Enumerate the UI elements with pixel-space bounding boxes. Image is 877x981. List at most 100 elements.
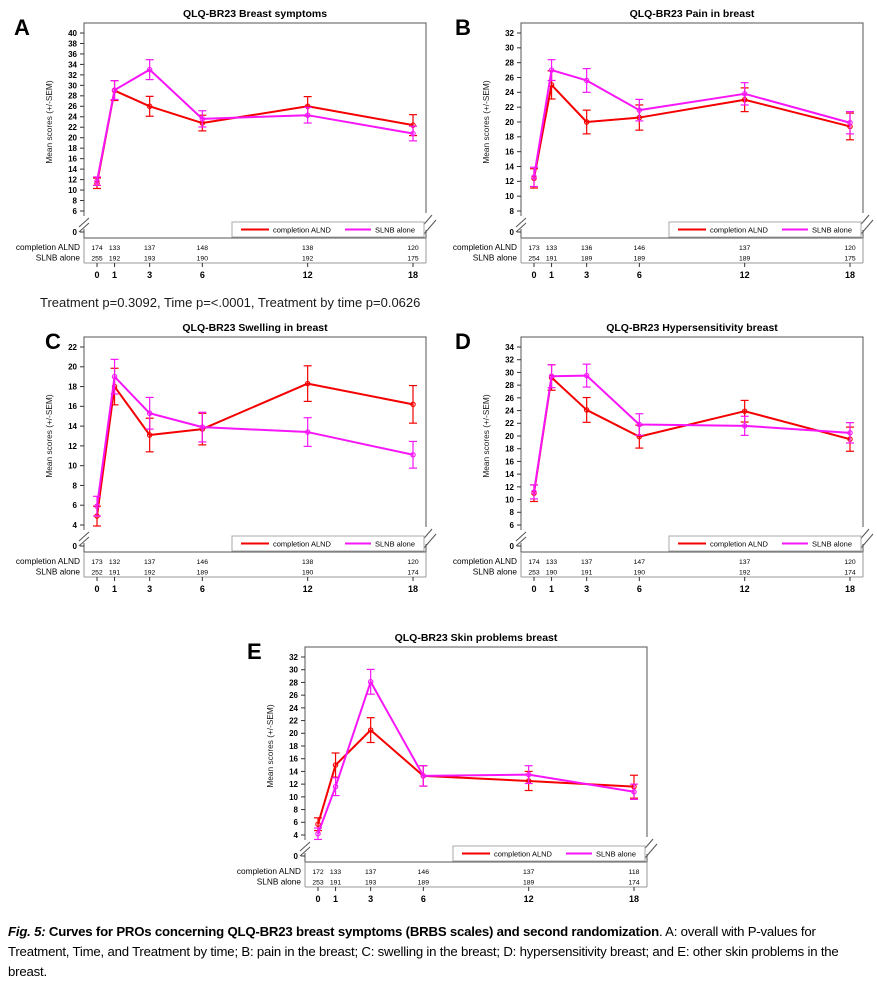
svg-text:8: 8 — [73, 196, 78, 205]
svg-text:18: 18 — [845, 270, 855, 280]
legend-label-completion-alnd: completion ALND — [494, 849, 553, 858]
panel-b-letter: B — [455, 15, 471, 40]
caption-fig-label: Fig. 5: — [8, 924, 49, 939]
panel-b-pain-in-breast: B QLQ-BR23 Pain in breast 8 10 12 14 16 18 20 22 2… — [437, 1, 874, 283]
at-risk-count: 174 — [528, 559, 540, 566]
at-risk-count: 133 — [546, 245, 558, 252]
panel-a-title: QLQ-BR23 Breast symptoms — [183, 8, 327, 20]
at-risk-row-label-slnb: SLNB alone — [257, 877, 302, 887]
y-axis-label: Mean scores (+/-SEM) — [481, 394, 491, 477]
at-risk-count: 253 — [528, 570, 540, 577]
svg-text:12: 12 — [303, 584, 313, 594]
at-risk-row-label-alnd: completion ALND — [16, 242, 80, 252]
series-slnb-alone — [314, 668, 638, 841]
svg-text:36: 36 — [68, 50, 77, 59]
at-risk-count: 137 — [739, 559, 751, 566]
svg-text:30: 30 — [505, 368, 514, 377]
at-risk-count: 255 — [91, 256, 103, 263]
at-risk-count: 148 — [197, 245, 209, 252]
at-risk-count: 173 — [91, 559, 103, 566]
at-risk-count: 118 — [629, 869, 640, 876]
svg-text:16: 16 — [68, 402, 77, 411]
at-risk-row-label-alnd: completion ALND — [453, 242, 517, 252]
svg-text:8: 8 — [73, 481, 78, 490]
y-axis: 8 10 12 14 16 18 20 22 24 26 28 30 32 0 — [505, 29, 521, 237]
svg-text:14: 14 — [289, 767, 298, 776]
legend: completion ALND SLNB alone — [668, 535, 862, 552]
legend-label-slnb-alone: SLNB alone — [375, 539, 415, 548]
panel-e-title: QLQ-BR23 Skin problems breast — [395, 632, 558, 644]
at-risk-count: 190 — [634, 570, 646, 577]
at-risk-count: 174 — [407, 570, 419, 577]
at-risk-row-label-alnd: completion ALND — [237, 866, 301, 876]
at-risk-table: completion ALND 173 132 137 146 138 120 SLNB al… — [16, 552, 427, 578]
svg-text:18: 18 — [845, 584, 855, 594]
legend-label-completion-alnd: completion ALND — [273, 225, 332, 234]
plot-frame — [83, 336, 427, 553]
svg-text:12: 12 — [505, 177, 514, 186]
at-risk-count: 190 — [546, 570, 558, 577]
at-risk-count: 138 — [302, 559, 314, 566]
at-risk-count: 120 — [407, 559, 419, 566]
series-slnb-alone — [530, 59, 854, 188]
panel-e-skin-problems-breast: E QLQ-BR23 Skin problems breast 4 6 8 10 12 14 1… — [221, 625, 658, 907]
at-risk-count: 137 — [739, 245, 751, 252]
pvalue-note: Treatment p=0.3092, Time p=<.0001, Treat… — [40, 295, 421, 310]
at-risk-count: 175 — [407, 256, 419, 263]
svg-text:28: 28 — [505, 59, 514, 68]
svg-text:0: 0 — [94, 584, 99, 594]
panel-d-letter: D — [455, 329, 471, 354]
svg-text:1: 1 — [549, 270, 554, 280]
plot-frame — [520, 336, 864, 553]
at-risk-count: 137 — [144, 245, 156, 252]
series-completion-alnd — [530, 70, 854, 189]
legend: completion ALND SLNB alone — [452, 845, 646, 862]
at-risk-count: 189 — [197, 570, 209, 577]
y-axis-label: Mean scores (+/-SEM) — [265, 704, 275, 787]
svg-text:22: 22 — [68, 343, 77, 352]
svg-text:12: 12 — [68, 442, 77, 451]
svg-text:1: 1 — [549, 584, 554, 594]
legend: completion ALND SLNB alone — [668, 221, 862, 238]
at-risk-count: 193 — [144, 256, 156, 263]
svg-text:16: 16 — [505, 148, 514, 157]
at-risk-table: completion ALND 173 133 136 146 137 120 SLNB al… — [453, 238, 864, 264]
svg-text:34: 34 — [505, 343, 514, 352]
svg-text:30: 30 — [289, 666, 298, 675]
svg-text:30: 30 — [505, 44, 514, 53]
at-risk-count: 252 — [91, 570, 103, 577]
svg-text:12: 12 — [505, 483, 514, 492]
svg-text:14: 14 — [505, 162, 514, 171]
svg-text:4: 4 — [73, 521, 78, 530]
svg-text:6: 6 — [637, 270, 642, 280]
at-risk-count: 175 — [844, 256, 856, 263]
svg-text:18: 18 — [68, 382, 77, 391]
at-risk-count: 137 — [523, 869, 535, 876]
svg-text:1: 1 — [112, 270, 117, 280]
svg-text:0: 0 — [531, 270, 536, 280]
svg-text:20: 20 — [289, 729, 298, 738]
at-risk-count: 137 — [581, 559, 593, 566]
legend-label-completion-alnd: completion ALND — [710, 539, 769, 548]
series-completion-alnd — [93, 80, 417, 190]
at-risk-count: 174 — [844, 570, 856, 577]
svg-text:18: 18 — [629, 894, 639, 904]
at-risk-row-label-alnd: completion ALND — [16, 556, 80, 566]
svg-text:22: 22 — [68, 123, 77, 132]
panel-a-letter: A — [14, 15, 30, 40]
svg-text:24: 24 — [289, 704, 298, 713]
at-risk-count: 191 — [581, 570, 593, 577]
x-axis: 0 1 3 6 12 18 — [531, 263, 855, 280]
svg-text:22: 22 — [505, 419, 514, 428]
at-risk-count: 133 — [109, 245, 121, 252]
svg-text:10: 10 — [505, 495, 514, 504]
svg-text:0: 0 — [73, 542, 78, 551]
svg-text:0: 0 — [294, 852, 299, 861]
legend: completion ALND SLNB alone — [231, 535, 425, 552]
at-risk-count: 147 — [634, 559, 646, 566]
axis-break-marks — [299, 837, 658, 859]
